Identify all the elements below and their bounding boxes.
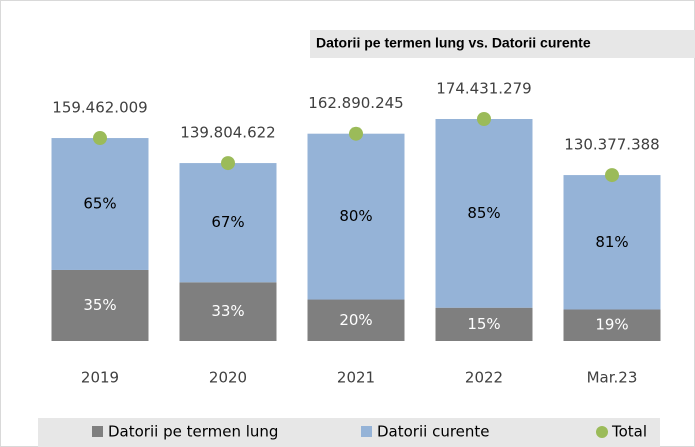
bar-segment <box>179 163 277 283</box>
bar-segment <box>435 307 533 341</box>
bar-segment <box>563 175 661 310</box>
value-label: 15% <box>467 315 500 333</box>
total-label: 159.462.009 <box>52 99 147 117</box>
value-label: 80% <box>339 207 372 225</box>
x-tick-label: 2019 <box>81 369 119 387</box>
title-box <box>310 30 695 58</box>
total-label: 139.804.622 <box>180 124 275 142</box>
bar-segment <box>563 309 661 341</box>
x-tick-label: 2020 <box>209 369 247 387</box>
chart-title: Datorii pe termen lung vs. Datorii curen… <box>316 35 591 51</box>
bar-segment <box>307 133 405 300</box>
value-label: 19% <box>595 316 628 334</box>
value-label: 85% <box>467 204 500 222</box>
bar-segment <box>435 119 533 308</box>
bar-segment <box>51 138 149 270</box>
bar-segment <box>307 299 405 341</box>
legend-swatch <box>596 426 608 438</box>
total-label: 162.890.245 <box>308 94 403 112</box>
bar-segment <box>51 269 149 341</box>
x-tick-label: Mar.23 <box>587 369 638 387</box>
legend-label: Datorii pe termen lung <box>108 423 278 441</box>
legend-swatch <box>361 426 372 437</box>
x-tick-label: 2021 <box>337 369 375 387</box>
total-label: 174.431.279 <box>436 80 531 98</box>
value-label: 67% <box>211 213 244 231</box>
legend-label: Total <box>611 423 647 441</box>
legend-label: Datorii curente <box>377 423 490 441</box>
total-dot <box>477 112 491 126</box>
total-dot <box>93 131 107 146</box>
x-tick-label: 2022 <box>465 369 503 387</box>
value-label: 35% <box>83 296 116 314</box>
value-label: 65% <box>83 195 116 213</box>
bar-segment <box>179 282 277 341</box>
value-label: 33% <box>211 302 244 320</box>
total-dot <box>221 156 235 171</box>
total-dot <box>605 168 619 183</box>
value-label: 81% <box>595 233 628 251</box>
total-dot <box>349 126 363 141</box>
legend-swatch <box>92 426 103 437</box>
total-label: 130.377.388 <box>564 136 659 154</box>
value-label: 20% <box>339 311 372 329</box>
legend-box <box>38 418 660 447</box>
